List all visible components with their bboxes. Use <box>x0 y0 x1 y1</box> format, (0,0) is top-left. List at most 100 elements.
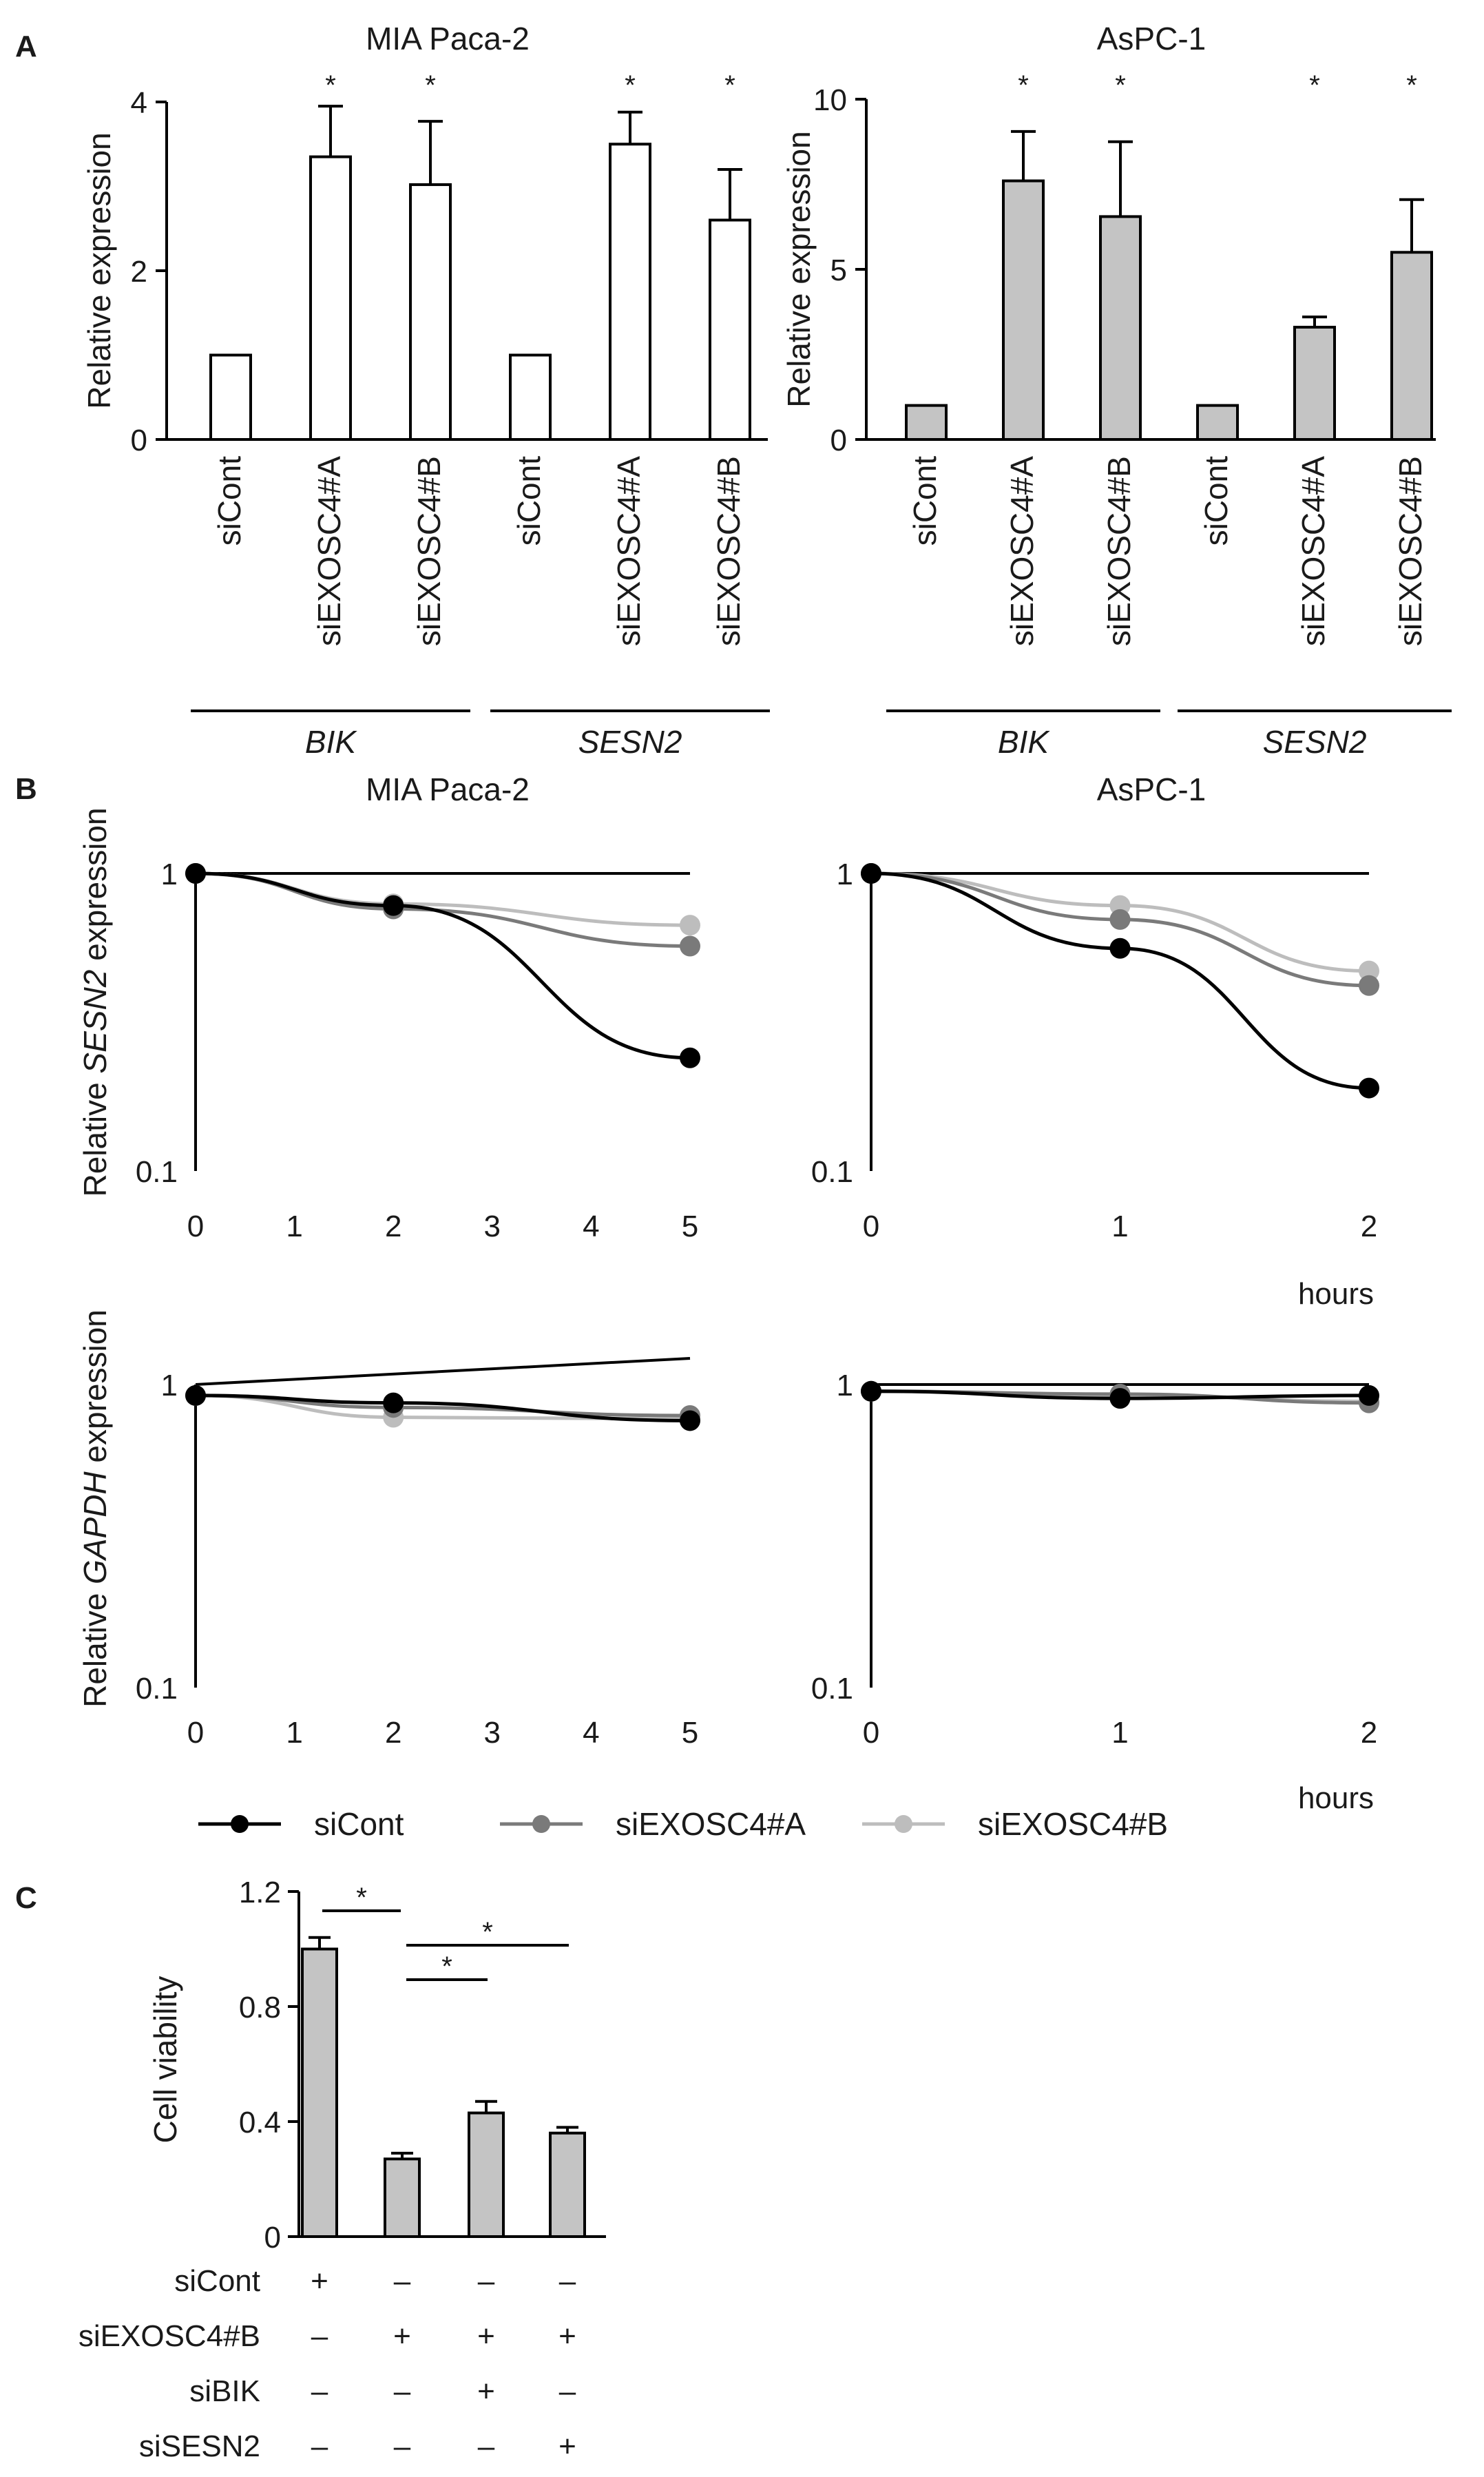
condition-mark: – <box>478 2429 495 2463</box>
data-point-siCont <box>185 1385 206 1406</box>
x-tick-label: 0 <box>187 1210 204 1243</box>
significance-star: * <box>325 70 336 101</box>
x-tick-label: 2 <box>385 1210 401 1243</box>
condition-mark: – <box>311 2319 328 2353</box>
x-tick-label: siEXOSC4#A <box>1295 456 1331 646</box>
panel-label-a: A <box>15 30 37 63</box>
y-tick-label: 10 <box>813 83 847 117</box>
y-tick-label: 0 <box>830 424 847 457</box>
bar <box>509 353 552 441</box>
x-tick-label: 4 <box>583 1716 599 1750</box>
data-point-siEXOSC4B <box>1359 960 1379 982</box>
bar <box>209 353 252 441</box>
significance-star: * <box>724 70 735 101</box>
x-tick-label: 2 <box>1361 1716 1377 1750</box>
condition-mark: – <box>394 2264 411 2298</box>
condition-mark: – <box>394 2374 411 2408</box>
data-point-siCont <box>861 863 881 884</box>
y-axis-label: Relative SESN2 expression <box>77 807 113 1196</box>
x-tick-label: 1 <box>1111 1716 1128 1750</box>
bar <box>1293 325 1336 442</box>
condition-mark: – <box>311 2429 328 2463</box>
x-tick-label: 5 <box>682 1716 698 1750</box>
x-tick-label: 4 <box>583 1210 599 1243</box>
y-tick-label: 1 <box>837 858 853 891</box>
legend-marker <box>895 1815 912 1833</box>
data-point-siCont <box>1359 1077 1379 1099</box>
series-line-siCont <box>195 871 691 1060</box>
condition-mark: + <box>477 2319 495 2353</box>
condition-mark: – <box>559 2374 576 2408</box>
y-tick-label: 1 <box>161 1369 178 1402</box>
series-line-siEXOSC4A <box>195 871 691 948</box>
significance-star: * <box>1018 70 1029 101</box>
legend-label: siEXOSC4#B <box>978 1806 1168 1842</box>
legend-marker <box>231 1815 249 1833</box>
x-tick-label: 2 <box>1361 1210 1377 1243</box>
x-tick-label: 3 <box>484 1716 501 1750</box>
y-axis-label-part: GAPDH <box>77 1471 113 1584</box>
x-tick-label: siEXOSC4#A <box>1004 456 1040 646</box>
data-point-siCont <box>680 1410 700 1431</box>
condition-mark: + <box>477 2374 495 2408</box>
y-tick-label: 2 <box>131 255 147 289</box>
bar <box>301 1947 338 2238</box>
x-tick-label: siEXOSC4#B <box>1101 456 1137 646</box>
data-point-siCont <box>680 1047 700 1068</box>
x-tick-label: siEXOSC4#B <box>1392 456 1428 646</box>
bar <box>905 404 948 441</box>
x-tick-label: siEXOSC4#B <box>711 456 746 646</box>
condition-mark: – <box>394 2429 411 2463</box>
bar <box>609 143 651 441</box>
significance-star: * <box>482 1917 493 1947</box>
significance-star: * <box>1309 70 1320 101</box>
x-tick-label: 1 <box>286 1210 302 1243</box>
y-tick-label: 0.1 <box>811 1155 853 1189</box>
data-point-siCont <box>383 895 404 916</box>
x-axis-unit-label: hours <box>1298 1781 1374 1815</box>
y-axis-label: Relative GAPDH expression <box>77 1309 113 1708</box>
significance-star: * <box>625 70 636 101</box>
legend-marker <box>532 1815 550 1833</box>
bar <box>468 2111 505 2239</box>
x-tick-label: 2 <box>385 1716 401 1750</box>
chart-title: MIA Paca-2 <box>366 771 530 807</box>
condition-mark: – <box>478 2264 495 2298</box>
y-axis-label: Cell viability <box>147 1976 183 2144</box>
y-tick-label: 1.2 <box>239 1876 281 1909</box>
x-tick-label: 0 <box>863 1716 879 1750</box>
bar <box>1390 251 1433 441</box>
legend-label: siCont <box>314 1806 404 1842</box>
y-tick-label: 5 <box>830 253 847 287</box>
data-point-siEXOSC4A <box>1109 909 1131 930</box>
bar <box>409 183 452 441</box>
condition-label: siBIK <box>189 2374 260 2408</box>
data-point-siCont <box>1109 937 1131 959</box>
bar <box>1099 215 1142 441</box>
x-tick-label: 3 <box>484 1210 501 1243</box>
condition-label: siEXOSC4#B <box>79 2319 260 2353</box>
condition-label: siSESN2 <box>139 2429 260 2463</box>
y-tick-label: 0 <box>264 2221 281 2255</box>
condition-mark: + <box>311 2264 328 2298</box>
x-tick-label: siCont <box>511 456 547 546</box>
data-point-siCont <box>185 863 206 884</box>
bar <box>709 218 751 441</box>
x-tick-label: 1 <box>286 1716 302 1750</box>
chart-title: AsPC-1 <box>1097 771 1206 807</box>
x-tick-label: siCont <box>211 456 247 546</box>
x-tick-label: 1 <box>1111 1210 1128 1243</box>
panel-label-b: B <box>15 772 37 806</box>
x-tick-label: siCont <box>907 456 943 546</box>
data-point-siCont <box>861 1380 881 1402</box>
data-point-siCont <box>1359 1385 1379 1406</box>
condition-label: siCont <box>174 2264 260 2298</box>
x-tick-label: siEXOSC4#A <box>311 456 347 646</box>
condition-mark: – <box>311 2374 328 2408</box>
y-axis-label-part: SESN2 <box>77 970 113 1074</box>
data-point-siCont <box>383 1392 404 1413</box>
x-axis-unit-label: hours <box>1298 1277 1374 1311</box>
group-label: SESN2 <box>578 724 682 760</box>
y-tick-label: 0.4 <box>239 2106 281 2139</box>
